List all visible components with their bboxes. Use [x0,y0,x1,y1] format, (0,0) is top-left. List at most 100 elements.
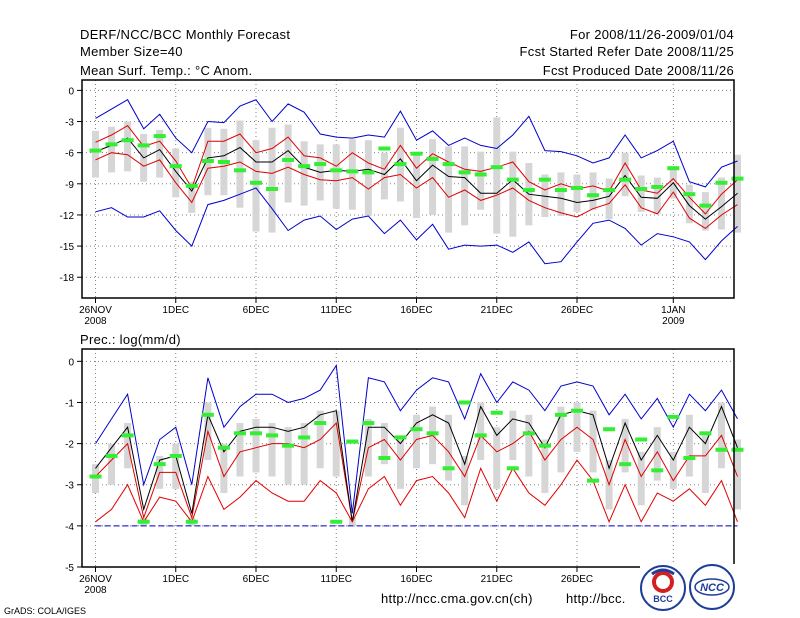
iqr-box [332,410,340,477]
median-marker [587,193,600,198]
iqr-box [509,410,517,461]
iqr-box [284,124,292,203]
median-marker [185,183,198,188]
x-tick-label: 11DEC [321,305,353,316]
median-marker [651,184,664,189]
median-marker [699,431,712,436]
iqr-box [236,423,244,477]
iqr-box [332,144,340,209]
median-marker [442,162,455,167]
median-marker [233,431,246,436]
iqr-box [268,127,276,233]
series-line-upper [95,421,738,522]
iqr-box [92,464,99,493]
iqr-box [220,443,228,493]
x-tick-label: 26DEC [561,574,593,585]
iqr-box [92,130,99,178]
y-tick-label: -9 [65,180,74,191]
iqr-box [637,175,645,212]
grads-credit: GrADS: COLA/IGES [4,606,86,616]
y-tick-label: -3 [65,118,74,129]
iqr-box [717,177,725,230]
y-tick-label: -2 [65,440,74,451]
median-marker [201,158,214,163]
x-tick-label: 6DEC [243,305,270,316]
x-tick-label: 11DEC [321,574,353,585]
median-marker [89,474,102,479]
median-marker [266,187,279,191]
x-tick-label: 26NOV [79,305,112,316]
median-marker [603,427,616,432]
median-marker [554,188,567,193]
x-tick-label: 21DEC [481,305,513,316]
median-marker [490,410,503,415]
iqr-box [156,129,164,178]
iqr-box [653,177,661,214]
figure-title: DERF/NCC/BCC Monthly Forecast [80,27,290,42]
median-marker [250,180,262,185]
median-marker [217,160,230,165]
median-marker [619,177,632,182]
median-marker [683,192,696,197]
median-marker [571,408,583,413]
iqr-box [252,140,260,232]
median-marker [635,437,648,442]
fcst-started-date: Fcst Started Refer Date 2008/11/25 [520,44,734,59]
temp-panel-title: Mean Surf. Temp.: °C Anom. [80,63,252,78]
iqr-box [685,184,693,224]
median-marker [410,427,423,432]
iqr-box [461,146,469,226]
median-marker [346,439,359,444]
median-marker [538,177,551,182]
median-marker [506,177,519,182]
median-marker [715,180,728,185]
iqr-box [573,174,581,212]
y-tick-label: 0 [68,357,74,368]
median-marker [298,435,311,440]
median-marker [522,188,535,193]
y-tick-label: -1 [65,398,74,409]
iqr-box [108,126,116,173]
iqr-box [172,148,180,198]
iqr-box [188,181,196,213]
median-marker [217,445,230,450]
median-marker [699,203,712,208]
median-marker [137,143,150,148]
median-marker [266,433,279,438]
y-tick-label: -6 [65,149,74,160]
x-tick-year-label: 2008 [84,316,107,327]
median-marker [667,166,680,171]
iqr-box [236,120,244,208]
bcc-url[interactable]: http://bcc. [566,591,626,606]
median-marker [282,443,295,448]
iqr-box [348,139,356,210]
ncc-logo-text: NCC [700,582,725,594]
x-tick-year-label: 2008 [84,585,107,596]
median-marker [378,146,391,151]
median-marker [121,138,134,143]
series-line-max [95,99,738,188]
y-tick-label: -4 [65,522,74,533]
series-line-lower [95,152,738,230]
median-marker [137,519,150,524]
series-line-lower [95,459,738,524]
median-marker [105,453,118,458]
y-tick-label: -3 [65,481,74,492]
series-line-upper [95,125,738,215]
x-tick-label: 16DEC [400,305,432,316]
iqr-box [172,443,180,489]
iqr-box [380,423,388,465]
median-marker [635,187,648,191]
iqr-box [477,402,485,461]
iqr-box [300,423,308,485]
iqr-box [493,117,501,234]
bcc-logo-text: BCC [653,594,673,604]
median-marker [394,162,407,167]
ncc-url[interactable]: http://ncc.cma.gov.cn(ch) [381,591,533,606]
median-marker [250,431,262,436]
series-line-mean [95,137,738,220]
median-marker [169,453,182,458]
median-marker [603,188,616,193]
